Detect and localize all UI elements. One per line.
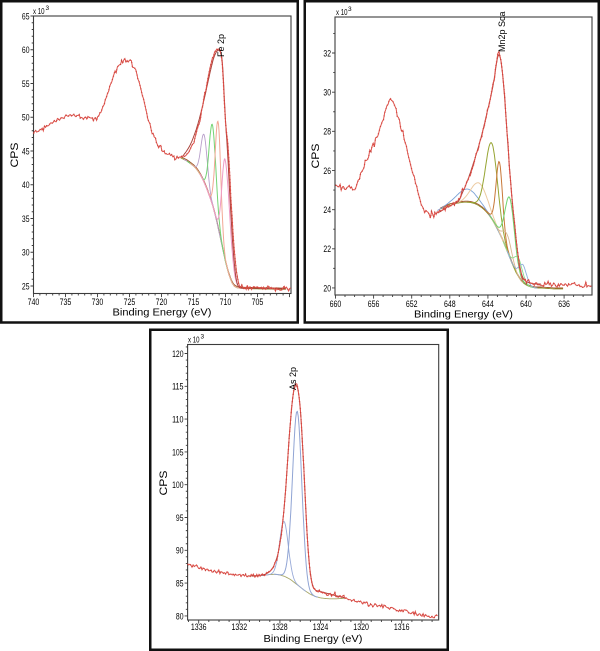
- svg-text:60: 60: [22, 45, 30, 55]
- svg-text:3: 3: [348, 6, 352, 13]
- svg-text:660: 660: [330, 299, 342, 309]
- svg-text:55: 55: [22, 79, 30, 89]
- svg-text:1336: 1336: [191, 622, 207, 632]
- svg-text:40: 40: [22, 180, 30, 190]
- svg-text:1328: 1328: [272, 622, 288, 632]
- svg-text:30: 30: [323, 88, 331, 98]
- svg-text:45: 45: [22, 146, 30, 156]
- svg-text:26: 26: [323, 166, 331, 176]
- svg-text:x 10: x 10: [33, 6, 45, 16]
- svg-text:25: 25: [22, 281, 30, 291]
- svg-text:730: 730: [92, 297, 104, 307]
- svg-text:32: 32: [323, 48, 331, 58]
- svg-text:Binding Energy (eV): Binding Energy (eV): [414, 310, 513, 321]
- svg-text:65: 65: [22, 11, 30, 21]
- svg-text:Binding Energy (eV): Binding Energy (eV): [113, 308, 212, 319]
- svg-text:50: 50: [22, 113, 30, 123]
- svg-text:3: 3: [201, 334, 205, 341]
- svg-text:115: 115: [172, 382, 183, 392]
- svg-text:28: 28: [323, 127, 331, 137]
- svg-text:Fe 2p: Fe 2p: [216, 34, 226, 57]
- svg-text:656: 656: [368, 299, 380, 309]
- svg-text:1316: 1316: [394, 622, 410, 632]
- svg-text:85: 85: [176, 579, 184, 589]
- svg-text:715: 715: [188, 297, 200, 307]
- svg-text:22: 22: [323, 244, 331, 254]
- svg-text:725: 725: [124, 297, 136, 307]
- svg-text:710: 710: [220, 297, 232, 307]
- svg-text:648: 648: [444, 299, 456, 309]
- svg-text:x 10: x 10: [336, 7, 348, 17]
- svg-text:1332: 1332: [232, 622, 248, 632]
- svg-text:100: 100: [172, 480, 183, 490]
- svg-text:x 10: x 10: [188, 335, 200, 345]
- svg-text:CPS: CPS: [310, 144, 322, 169]
- svg-text:90: 90: [176, 546, 184, 556]
- svg-text:Mn2p Sca: Mn2p Sca: [497, 11, 507, 52]
- svg-text:30: 30: [22, 248, 30, 258]
- svg-text:735: 735: [60, 297, 72, 307]
- svg-text:35: 35: [22, 214, 30, 224]
- svg-text:644: 644: [482, 299, 494, 309]
- svg-text:95: 95: [176, 513, 184, 523]
- svg-text:720: 720: [156, 297, 168, 307]
- svg-text:24: 24: [323, 205, 331, 215]
- svg-text:640: 640: [520, 299, 532, 309]
- svg-text:3: 3: [46, 5, 50, 12]
- svg-text:1324: 1324: [313, 622, 329, 632]
- svg-text:110: 110: [172, 415, 183, 425]
- svg-text:20: 20: [323, 283, 331, 293]
- svg-text:740: 740: [28, 297, 40, 307]
- svg-text:105: 105: [172, 447, 183, 457]
- svg-text:1320: 1320: [353, 622, 369, 632]
- svg-text:As 2p: As 2p: [288, 367, 298, 390]
- svg-text:120: 120: [172, 349, 183, 359]
- svg-text:CPS: CPS: [9, 143, 21, 168]
- svg-text:Binding Energy (eV): Binding Energy (eV): [264, 634, 363, 645]
- svg-text:652: 652: [406, 299, 418, 309]
- svg-text:CPS: CPS: [158, 471, 170, 496]
- svg-text:705: 705: [252, 297, 264, 307]
- svg-text:636: 636: [558, 299, 570, 309]
- svg-text:80: 80: [176, 611, 184, 621]
